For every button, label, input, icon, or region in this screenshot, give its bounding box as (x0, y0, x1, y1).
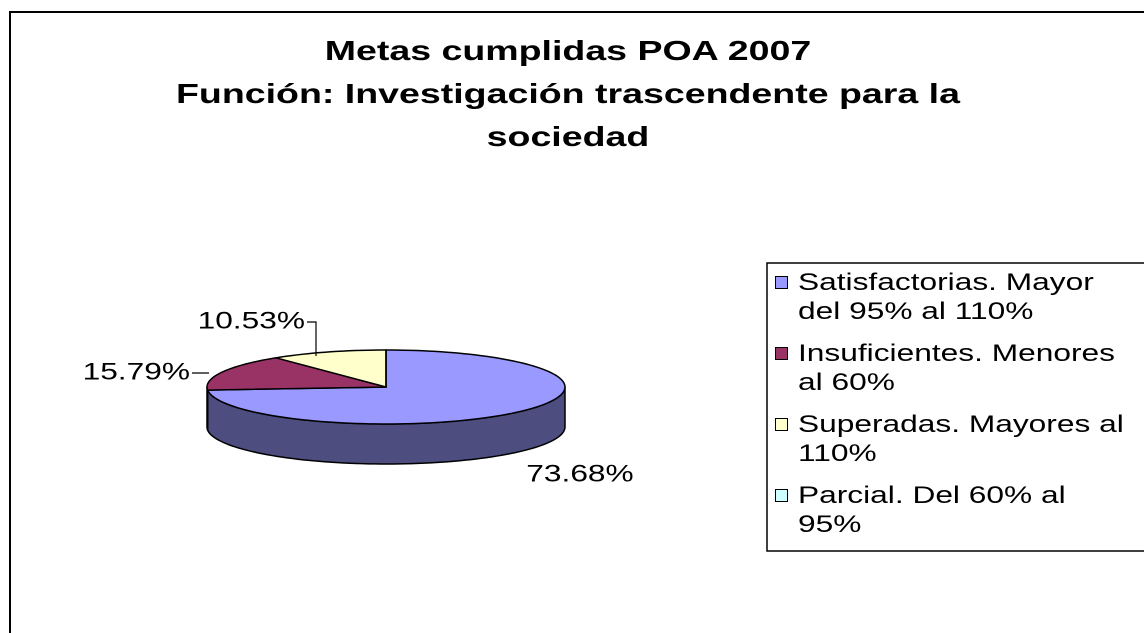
legend-swatch (775, 418, 788, 431)
data-label: 10.53% (198, 307, 305, 333)
chart-title: Metas cumplidas POA 2007 Función: Invest… (139, 29, 997, 158)
title-line: Metas cumplidas POA 2007 (324, 35, 812, 66)
legend-label: Parcial. Del 60% al 95% (798, 482, 1066, 538)
legend-label: Superadas. Mayores al 110% (798, 411, 1124, 467)
legend-swatch (775, 347, 788, 360)
legend-swatch (775, 489, 788, 502)
title-line: Función: Investigación trascendente para… (176, 78, 960, 152)
data-label: 73.68% (526, 460, 633, 486)
legend-swatch (775, 276, 788, 289)
legend-label: Satisfactorias. Mayor del 95% al 110% (798, 269, 1094, 325)
legend-item: Satisfactorias. Mayor del 95% al 110% (775, 268, 1094, 326)
data-label-group: 10.53% (198, 307, 305, 333)
pie-slice (275, 349, 387, 388)
pie-side (206, 386, 209, 431)
data-label: 15.79% (83, 358, 190, 384)
legend-label: Insuficientes. Menores al 60% (798, 340, 1115, 396)
pie-slice (206, 357, 387, 391)
leader-line (307, 321, 317, 356)
legend-box (766, 262, 1144, 552)
legend-item: Superadas. Mayores al 110% (775, 410, 1124, 468)
data-label-group: 15.79% (83, 358, 190, 384)
data-label-group: 73.68% (526, 460, 633, 486)
legend-item: Insuficientes. Menores al 60% (775, 339, 1115, 397)
legend-item: Parcial. Del 60% al 95% (775, 481, 1066, 539)
